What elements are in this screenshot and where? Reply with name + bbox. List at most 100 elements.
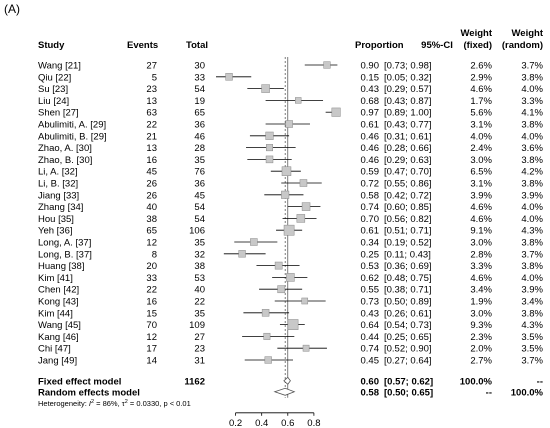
header-study: Study [38, 40, 65, 51]
point-estimate [283, 224, 295, 236]
table-row: Abulimiti, A. [29] 22 36 0.61 [0.43; 0.77] 3.… [38, 120, 544, 131]
ci-value: [0.19; 0.52] [384, 238, 432, 249]
study-name: Abulimiti, A. [29] [38, 120, 106, 131]
proportion-value: 0.55 [361, 285, 380, 296]
proportion-value: 0.15 [361, 72, 380, 83]
point-estimate [281, 166, 292, 176]
random-effects-label: Random effects model [38, 387, 140, 398]
study-name: Kong [43] [38, 297, 79, 308]
proportion-value: 0.64 [361, 320, 380, 331]
ci-value: [0.38; 0.71] [384, 285, 432, 296]
table-row: Kim [44] 15 35 0.43 [0.26; 0.61] 3.0% 3.8% [38, 308, 544, 319]
study-name: Huang [38] [38, 261, 84, 272]
events-value: 12 [146, 238, 157, 249]
x-tick-label: 0.2 [229, 418, 242, 428]
weight-fixed-value: 1.7% [470, 96, 492, 107]
weight-random-value: 3.7% [521, 249, 543, 260]
total-value: 35 [194, 155, 205, 166]
proportion-value: 0.59 [361, 167, 380, 178]
proportion-value: 0.72 [361, 179, 380, 190]
ci-value: [0.05; 0.32] [384, 72, 432, 83]
ci-value: [0.48; 0.75] [384, 273, 432, 284]
weight-random-value: 3.8% [521, 72, 543, 83]
table-row: Kang [46] 12 27 0.44 [0.25; 0.65] 2.3% 3.5% [38, 332, 544, 343]
table-row: Yeh [36] 65 106 0.61 [0.51; 0.71] 9.1% 4.3% [38, 224, 544, 237]
table-row: Zhang [34] 40 54 0.74 [0.60; 0.85] 4.6% 4.0% [38, 202, 544, 213]
events-value: 13 [146, 143, 157, 154]
table-row: Zhao, B. [30] 16 35 0.46 [0.29; 0.63] 3.0% 3.8… [38, 155, 544, 166]
events-value: 13 [146, 96, 157, 107]
weight-random-value: 3.5% [521, 344, 543, 355]
table-row: Chi [47] 17 23 0.74 [0.52; 0.90] 2.0% 3.5% [38, 344, 544, 355]
random-weight-random: 100.0% [511, 387, 544, 398]
table-row: Abulimiti, B. [29] 21 46 0.46 [0.31; 0.61] 4.… [38, 131, 544, 142]
point-estimate [250, 238, 258, 246]
fixed-proportion-value: 0.60 [361, 376, 380, 387]
ci-value: [0.43; 0.87] [384, 96, 432, 107]
total-value: 76 [194, 167, 205, 178]
weight-fixed-value: 3.3% [470, 261, 492, 272]
ci-value: [0.25; 0.65] [384, 332, 432, 343]
weight-random-value: 3.8% [521, 155, 543, 166]
fixed-effect-label: Fixed effect model [38, 376, 121, 387]
total-value: 23 [194, 344, 205, 355]
study-name: Zhang [34] [38, 202, 83, 213]
weight-fixed-value: 2.3% [470, 332, 492, 343]
total-value: 109 [189, 320, 205, 331]
point-estimate [301, 297, 309, 305]
weight-random-value: 4.0% [521, 131, 543, 142]
events-value: 70 [146, 320, 157, 331]
weight-random-value: 3.4% [521, 297, 543, 308]
random-ci-value: [0.50; 0.65] [384, 387, 433, 398]
ci-value: [0.47; 0.70] [384, 167, 432, 178]
study-name: Li, A. [32] [38, 167, 78, 178]
total-value: 36 [194, 120, 205, 131]
x-tick-label: 0.8 [307, 418, 320, 428]
table-row: Wang [21] 27 30 0.90 [0.73; 0.98] 2.6% 3.7% [38, 61, 544, 72]
table-row: Li, B. [32] 26 36 0.72 [0.55; 0.86] 3.1% 3.8% [38, 179, 544, 190]
weight-random-value: 3.8% [521, 120, 543, 131]
table-row: Shen [27] 63 65 0.97 [0.89; 1.00] 5.6% 4.1% [38, 107, 544, 119]
point-estimate [295, 97, 302, 104]
weight-random-value: 3.8% [521, 238, 543, 249]
table-row: Wang [45] 70 109 0.64 [0.54; 0.73] 9.3% 4.3% [38, 319, 544, 331]
table-row: Jang [49] 14 31 0.45 [0.27; 0.64] 2.7% 3.7% [38, 356, 544, 367]
ci-value: [0.27; 0.64] [384, 356, 432, 367]
fixed-ci-value: [0.57; 0.62] [384, 376, 433, 387]
events-value: 65 [146, 226, 157, 237]
proportion-value: 0.25 [361, 249, 380, 260]
weight-fixed-value: 4.0% [470, 131, 492, 142]
events-value: 22 [146, 120, 157, 131]
events-value: 8 [152, 249, 157, 260]
weight-fixed-value: 4.6% [470, 84, 492, 95]
total-value: 22 [194, 297, 205, 308]
weight-fixed-value: 2.9% [470, 72, 492, 83]
total-value: 33 [194, 72, 205, 83]
study-name: Zhao, B. [30] [38, 155, 92, 166]
events-value: 14 [146, 356, 157, 367]
fixed-effect-row: Fixed effect model 1162 0.60 [0.57; 0.62] 10… [38, 376, 543, 387]
point-estimate [238, 250, 246, 258]
total-value: 53 [194, 273, 205, 284]
study-name: Abulimiti, B. [29] [38, 131, 107, 142]
table-row: Li, A. [32] 45 76 0.59 [0.47; 0.70] 6.5% 4.2% [38, 166, 544, 178]
point-estimate [323, 61, 331, 69]
total-value: 30 [194, 61, 205, 72]
weight-fixed-value: 3.1% [470, 120, 492, 131]
ci-value: [0.42; 0.72] [384, 190, 432, 201]
point-estimate [225, 73, 233, 81]
study-name: Li, B. [32] [38, 179, 78, 190]
proportion-value: 0.58 [361, 190, 380, 201]
point-estimate [302, 344, 310, 352]
events-value: 16 [146, 297, 157, 308]
weight-fixed-value: 3.1% [470, 179, 492, 190]
total-value: 54 [194, 202, 205, 213]
ci-value: [0.28; 0.66] [384, 143, 432, 154]
total-value: 36 [194, 179, 205, 190]
header-weight-fixed-2: (fixed) [464, 40, 493, 51]
total-value: 65 [194, 108, 205, 119]
events-value: 33 [146, 273, 157, 284]
weight-fixed-value: 2.6% [470, 61, 492, 72]
point-estimate [266, 144, 274, 152]
